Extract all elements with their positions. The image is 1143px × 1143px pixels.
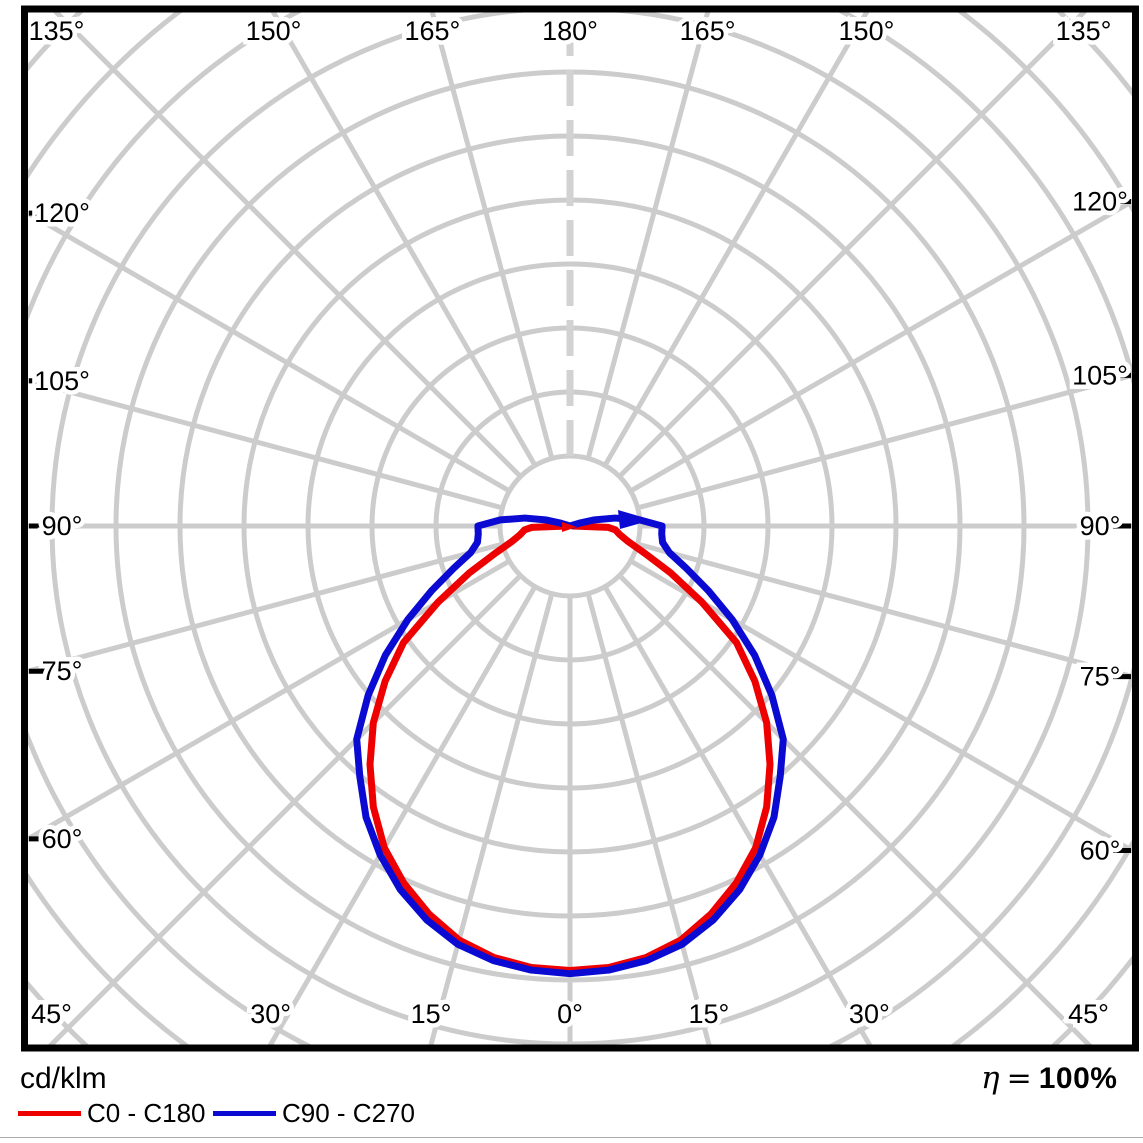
- angle-label-bottom: 30°: [250, 999, 291, 1029]
- angle-label-top: 135°: [1056, 16, 1112, 46]
- grid-spoke: [28, 378, 504, 511]
- angle-label-top: 150°: [246, 16, 302, 46]
- grid-spoke: [585, 12, 711, 460]
- angle-label-left: 60°: [42, 824, 83, 854]
- angle-label-right: 120°: [1072, 187, 1128, 217]
- grid-layer: [28, 12, 1132, 1045]
- grid-spoke: [52, 12, 523, 479]
- angle-label-bottom: 45°: [31, 999, 72, 1029]
- angle-label-top: 150°: [839, 16, 895, 46]
- angle-label-right: 75°: [1080, 662, 1121, 692]
- grid-spoke: [636, 372, 1132, 511]
- legend-item-c90-c270: C90 - C270: [213, 1098, 415, 1128]
- curve-direction-arrow-blue: [618, 510, 652, 529]
- grid-spoke: [28, 541, 504, 674]
- legend-line-red: [18, 1110, 81, 1116]
- chart-footer: cd/klm C0 - C180 C90 - C270 η = 100%: [0, 1052, 1143, 1143]
- grid-spoke: [602, 585, 873, 1045]
- angle-label-bottom: 15°: [689, 999, 730, 1029]
- angle-label-bottom: 45°: [1068, 999, 1109, 1029]
- angle-label-bottom: 15°: [411, 999, 452, 1029]
- angle-label-left: 90°: [42, 511, 83, 541]
- eta-symbol: η: [981, 1060, 1000, 1096]
- grid-spoke: [28, 558, 511, 842]
- angle-label-right: 105°: [1072, 360, 1128, 390]
- angle-label-top: 135°: [29, 16, 85, 46]
- curve-direction-arrow-red: [562, 522, 577, 532]
- grid-spoke: [428, 592, 555, 1045]
- bottom-divider: [0, 1137, 1143, 1138]
- polar-chart-svg: 135° 150° 165° 180° 165° 150° 135° 45° 30° 15° 0° 1…: [21, 5, 1139, 1052]
- eta-equals: =: [1006, 1061, 1032, 1096]
- curve-c90-c270: [353, 514, 787, 978]
- angle-label-top: 180°: [542, 16, 598, 46]
- eta-value: 100%: [1038, 1062, 1118, 1095]
- angle-label-right: 90°: [1080, 511, 1121, 541]
- angle-label-bottom: 30°: [849, 999, 890, 1029]
- grid-spoke: [636, 541, 1132, 680]
- grid-spoke: [28, 210, 511, 494]
- plot-frame: [21, 5, 1139, 1052]
- grid-spoke: [629, 558, 1132, 854]
- efficiency-readout: η = 100%: [981, 1060, 1121, 1096]
- legend-item-c0-c180: C0 - C180: [18, 1098, 206, 1128]
- unit-label: cd/klm: [20, 1062, 107, 1095]
- grid-spoke: [617, 573, 1093, 1045]
- angle-label-left: 105°: [34, 366, 90, 396]
- angle-label-left: 75°: [42, 656, 83, 686]
- angle-label-top: 165°: [404, 16, 460, 46]
- grid-spoke: [429, 12, 555, 460]
- grid-spoke: [617, 12, 1088, 479]
- legend-label-c90-c270: C90 - C270: [282, 1097, 415, 1128]
- angle-label-bottom: 0°: [557, 999, 583, 1029]
- grid-spoke: [602, 12, 870, 467]
- grid-spoke: [629, 198, 1132, 494]
- grid-spoke: [267, 585, 538, 1045]
- grid-spoke: [270, 12, 538, 467]
- angle-label-top: 165°: [680, 16, 736, 46]
- grid-spoke: [585, 592, 712, 1045]
- angle-label-left: 120°: [34, 198, 90, 228]
- angle-label-right: 60°: [1080, 835, 1121, 865]
- grid-spoke: [47, 573, 523, 1045]
- legend-label-c0-c180: C0 - C180: [87, 1097, 206, 1128]
- legend-line-blue: [213, 1110, 276, 1116]
